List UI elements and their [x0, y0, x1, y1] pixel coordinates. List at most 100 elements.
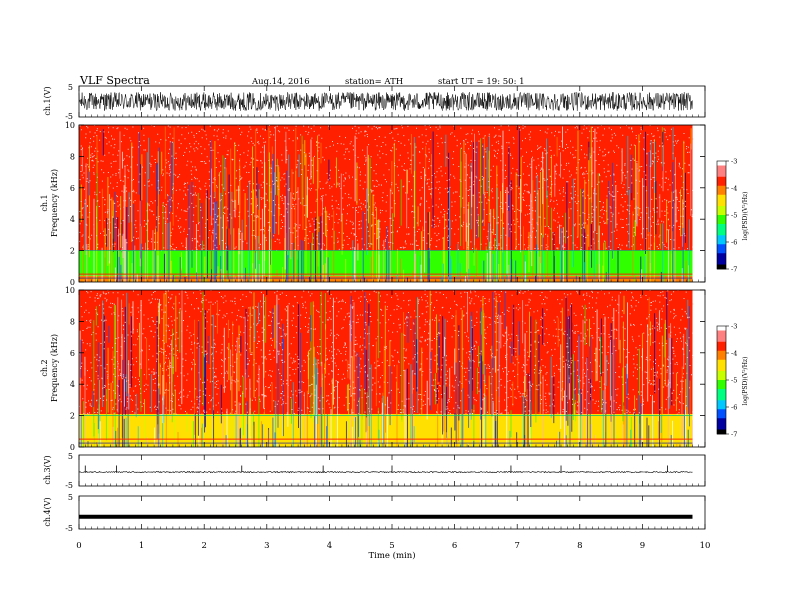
time-axis-tick-labels: 0 1 2 3 4 5 6 7 8 9 10 — [76, 541, 710, 551]
ch2-spec-colorbar-cell-0 — [717, 326, 726, 329]
ch1-spec-colorbar-cell-22 — [717, 210, 726, 214]
ch2-spec-colorbar-cell-9 — [717, 346, 726, 349]
ch2-spec-colorbar-tick-label-2: -5 — [731, 377, 737, 385]
ch1-spec-colorbar-cell-19 — [717, 203, 726, 207]
ch1-spec-colorbar-cell-43 — [717, 257, 726, 261]
ch3-ytick-top: 5 — [68, 452, 73, 461]
ch1-spec-speckle — [79, 124, 694, 252]
ch2-spec-colorbar-tick-label-3: -6 — [731, 404, 737, 412]
ch1-spec-colorbar-cell-39 — [717, 248, 726, 252]
ch1-spectrogram-image — [79, 124, 694, 282]
ch1-spec-colorbar-cell-28 — [717, 224, 726, 227]
ch3-waveform-panel: 5 -5 ch.3(V) — [43, 452, 706, 490]
ch1-spec-colorbar-cell-23 — [717, 212, 726, 216]
ch2-spec-colorbar-cell-33 — [717, 400, 726, 403]
ch2-spec-colorbar-cell-21 — [717, 373, 726, 376]
ch2-spec-colorbar-cell-16 — [717, 362, 726, 365]
ch1-spec-colorbar-cell-9 — [717, 181, 726, 184]
ch1-spec-colorbar-cell-29 — [717, 226, 726, 229]
ch2-frequency-ticks: 0 2 4 6 8 10 — [65, 286, 705, 452]
ch2-spec-colorbar-cell-18 — [717, 366, 726, 370]
ch1-channel-label: ch.1 — [40, 194, 49, 211]
ch1-spec-ytick-label-4: 8 — [70, 152, 75, 161]
ch2-spec-speckle — [79, 289, 694, 417]
ch2-spec-ytick-label-0: 0 — [70, 443, 75, 452]
ch2-spec-colorbar-cell-31 — [717, 395, 726, 399]
ch1-colorbar: -3 -4 -5 -6 -7 — [716, 158, 737, 274]
ch2-spec-ytick-label-3: 6 — [70, 349, 75, 358]
ch2-spec-colorbar-cell-46 — [717, 429, 726, 433]
ch2-spec-colorbar-cell-10 — [717, 348, 726, 352]
ch2-spec-colorbar-cell-15 — [717, 359, 726, 363]
ch1-spec-ytick-label-2: 4 — [70, 215, 75, 224]
ch2-spec-colorbar-cell-41 — [717, 418, 726, 421]
xtick-label-1: 1 — [139, 541, 144, 551]
ch2-spec-colorbar-cell-27 — [717, 386, 726, 390]
xtick-label-8: 8 — [577, 541, 582, 551]
ch1-spec-colorbar-cell-4 — [717, 170, 726, 173]
ch2-spec-colorbar-cell-22 — [717, 375, 726, 379]
start-time-label: start UT = 19: 50: 1 — [438, 77, 525, 87]
ch1-spec-colorbar-cell-41 — [717, 253, 726, 256]
ch1-spec-colorbar-cell-20 — [717, 206, 726, 209]
ch2-spec-colorbar-cell-36 — [717, 407, 726, 410]
ch2-spec-colorbar-cell-2 — [717, 330, 726, 334]
ch1-spec-ytick-label-5: 10 — [65, 121, 75, 130]
ch2-spec-colorbar-cell-23 — [717, 377, 726, 381]
ch4-ytick-top: 5 — [68, 493, 73, 502]
ch2-spec-colorbar-cell-24 — [717, 380, 726, 383]
xtick-label-5: 5 — [389, 541, 394, 551]
ch2-spectrogram-image — [79, 289, 694, 447]
ch1-spec-colorbar-cell-8 — [717, 179, 726, 182]
ch2-channel-label: ch.2 — [40, 359, 49, 376]
ch1-spec-colorbar-cell-30 — [717, 228, 726, 232]
ch1-spec-colorbar-tick-label-0: -3 — [731, 158, 737, 166]
ch2-spec-colorbar-cell-7 — [717, 341, 726, 345]
ch1-spec-colorbar-cell-44 — [717, 260, 726, 263]
ch1-spec-colorbar-cell-6 — [717, 174, 726, 178]
ch1-spec-colorbar-cell-12 — [717, 188, 726, 191]
ch1-spec-colorbar-cell-25 — [717, 217, 726, 220]
ch2-spec-ytick-label-2: 4 — [70, 380, 75, 389]
ch2-spec-colorbar-cell-29 — [717, 391, 726, 394]
ch1-spec-colorbar-cell-1 — [717, 163, 726, 166]
time-axis-label: Time (min) — [368, 550, 415, 561]
ch2-spec-colorbar-cell-20 — [717, 371, 726, 374]
xtick-label-7: 7 — [514, 541, 519, 551]
ch1-spec-colorbar-cell-31 — [717, 230, 726, 234]
ch1-spec-colorbar-tick-label-1: -4 — [731, 185, 737, 193]
ch2-spec-colorbar-cell-38 — [717, 411, 726, 415]
ch1-spec-colorbar-cell-21 — [717, 208, 726, 211]
ch1-spec-colorbar-cell-24 — [717, 215, 726, 218]
ch2-spec-colorbar-cell-17 — [717, 364, 726, 367]
xtick-label-2: 2 — [201, 541, 206, 551]
ch2-spec-colorbar-cell-39 — [717, 413, 726, 417]
ch2-spec-colorbar-cell-14 — [717, 357, 726, 361]
ch1-frequency-ticks: 0 2 4 6 8 10 — [65, 121, 705, 287]
ch2-spec-colorbar-cell-28 — [717, 389, 726, 392]
ch1-spec-colorbar-tick-label-4: -7 — [731, 266, 737, 274]
ch2-spec-colorbar-cell-25 — [717, 382, 726, 385]
time-axis-ticks — [78, 86, 706, 529]
ch3-waveform-line — [78, 470, 693, 474]
ch2-spec-colorbar-tick-label-1: -4 — [731, 350, 737, 358]
ch3-waveform-trace — [78, 465, 693, 474]
ch1-spec-ytick-label-3: 6 — [70, 184, 75, 193]
ch2-spec-colorbar-cell-3 — [717, 332, 726, 336]
ch2-spec-ytick-label-1: 2 — [70, 412, 75, 421]
ch1-spec-colorbar-cell-36 — [717, 242, 726, 245]
ch1-spec-colorbar-cell-17 — [717, 199, 726, 202]
ch2-spec-colorbar-cell-11 — [717, 350, 726, 354]
ch2-spec-colorbar-cell-6 — [717, 339, 726, 343]
ch1-ytick-bottom: -5 — [65, 112, 73, 121]
ch1-spec-colorbar-cell-7 — [717, 176, 726, 180]
ch2-spec-ytick-label-4: 8 — [70, 317, 75, 326]
ch2-spec-colorbar-cell-35 — [717, 404, 726, 408]
ch1-spec-colorbar-cell-42 — [717, 255, 726, 259]
ch2-spec-colorbar-cell-44 — [717, 425, 726, 428]
ch2-frequency-ylabel: Frequency (kHz) — [50, 334, 59, 402]
ch2-spec-colorbar-tick-label-0: -3 — [731, 323, 737, 331]
ch2-spec-colorbar-cell-47 — [717, 431, 726, 435]
